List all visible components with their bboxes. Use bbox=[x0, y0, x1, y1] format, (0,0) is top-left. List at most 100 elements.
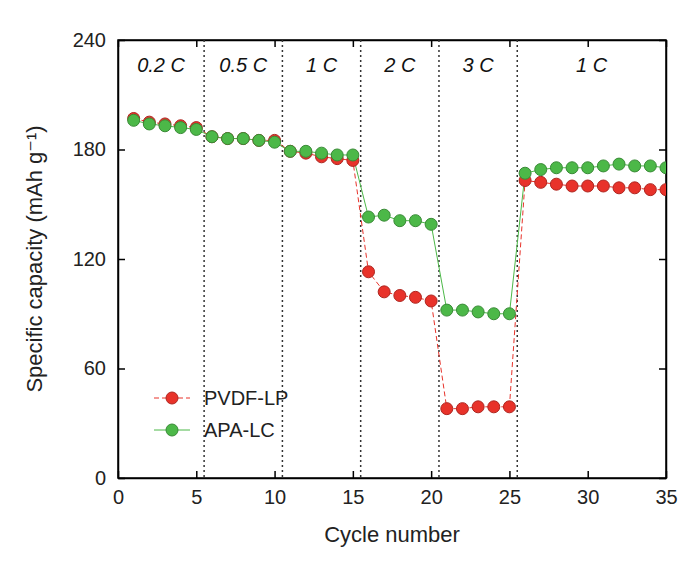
data-point bbox=[394, 215, 406, 227]
tick bbox=[275, 40, 276, 47]
legend-label: APA-LC bbox=[204, 419, 275, 441]
tick: 5 bbox=[191, 471, 202, 508]
rate-label: 1 C bbox=[576, 54, 608, 76]
data-point bbox=[503, 308, 515, 320]
tick-mark bbox=[118, 40, 125, 42]
tick-mark bbox=[274, 40, 276, 47]
data-point bbox=[566, 180, 578, 192]
data-point bbox=[613, 158, 625, 170]
data-point bbox=[128, 114, 140, 126]
tick bbox=[509, 40, 510, 47]
tick: 180 bbox=[73, 138, 125, 160]
tick: 30 bbox=[577, 471, 599, 508]
y-axis: 060120180240 bbox=[73, 29, 125, 489]
data-point bbox=[206, 131, 218, 143]
data-point bbox=[550, 178, 562, 190]
data-point bbox=[441, 403, 453, 415]
tick-label: 15 bbox=[342, 486, 364, 508]
rate-label: 3 C bbox=[463, 54, 495, 76]
tick-mark bbox=[196, 40, 198, 47]
tick-label: 180 bbox=[73, 138, 106, 160]
data-point bbox=[456, 403, 468, 415]
rate-label: 2 C bbox=[383, 54, 416, 76]
data-point bbox=[519, 167, 531, 179]
tick-mark bbox=[587, 471, 589, 478]
data-point bbox=[535, 176, 547, 188]
tick-mark bbox=[659, 149, 666, 151]
rate-label: 0.2 C bbox=[137, 54, 185, 76]
rate-separator bbox=[517, 40, 519, 478]
tick-label: 10 bbox=[264, 486, 286, 508]
tick-label: 240 bbox=[73, 29, 106, 51]
tick-mark bbox=[509, 40, 511, 47]
legend-marker bbox=[166, 392, 178, 404]
chart: 051015202530350601201802400.2 C0.5 C1 C2… bbox=[0, 0, 700, 580]
plot-frame bbox=[118, 40, 666, 478]
tick bbox=[431, 40, 432, 47]
data-point bbox=[660, 162, 666, 174]
data-point bbox=[472, 306, 484, 318]
tick-mark bbox=[118, 368, 125, 370]
tick bbox=[659, 369, 666, 370]
data-point bbox=[206, 131, 218, 143]
data-point bbox=[409, 215, 421, 227]
rate-label: 1 C bbox=[306, 54, 338, 76]
series-line bbox=[134, 120, 666, 313]
data-point bbox=[644, 160, 656, 172]
tick-label: 5 bbox=[191, 486, 202, 508]
data-point bbox=[331, 149, 343, 161]
data-point bbox=[582, 180, 594, 192]
tick-label: 0 bbox=[113, 486, 124, 508]
data-point bbox=[222, 133, 234, 145]
tick-mark bbox=[587, 40, 589, 47]
data-point bbox=[566, 162, 578, 174]
data-point bbox=[143, 118, 155, 130]
data-point bbox=[582, 162, 594, 174]
data-point bbox=[394, 290, 406, 302]
rate-separator bbox=[203, 40, 205, 478]
tick bbox=[659, 40, 666, 41]
series-line bbox=[134, 118, 666, 408]
data-point bbox=[363, 211, 375, 223]
data-point bbox=[175, 122, 187, 134]
x-axis-top bbox=[119, 40, 667, 47]
data-point bbox=[488, 401, 500, 413]
data-point bbox=[347, 149, 359, 161]
data-point bbox=[597, 180, 609, 192]
tick-mark bbox=[274, 471, 276, 478]
tick-mark bbox=[659, 40, 666, 42]
data-point bbox=[222, 133, 234, 145]
data-point bbox=[425, 218, 437, 230]
data-point bbox=[503, 401, 515, 413]
tick-mark bbox=[509, 471, 511, 478]
tick bbox=[659, 150, 666, 151]
data-point bbox=[425, 295, 437, 307]
tick-label: 35 bbox=[655, 486, 677, 508]
data-point bbox=[597, 160, 609, 172]
data-point bbox=[253, 134, 265, 146]
data-point bbox=[237, 133, 249, 145]
tick: 240 bbox=[73, 29, 125, 51]
data-area bbox=[128, 112, 666, 414]
data-point bbox=[488, 308, 500, 320]
data-point bbox=[237, 133, 249, 145]
data-point bbox=[316, 147, 328, 159]
legend-marker bbox=[166, 424, 178, 436]
y-axis-right bbox=[659, 41, 667, 479]
data-point bbox=[441, 304, 453, 316]
tick-label: 60 bbox=[84, 357, 106, 379]
tick-mark bbox=[353, 471, 355, 478]
tick bbox=[659, 259, 666, 260]
data-point bbox=[613, 182, 625, 194]
plot: 051015202530350601201802400.2 C0.5 C1 C2… bbox=[73, 29, 678, 508]
data-point bbox=[190, 123, 202, 135]
legend: PVDF-LPAPA-LC bbox=[154, 387, 288, 441]
tick bbox=[659, 478, 666, 479]
tick-mark bbox=[659, 478, 666, 480]
data-point bbox=[300, 145, 312, 157]
data-point bbox=[269, 136, 281, 148]
data-point bbox=[472, 401, 484, 413]
axis-line bbox=[119, 478, 667, 480]
y-axis-title: Specific capacity (mAh g⁻¹) bbox=[22, 125, 47, 392]
rate-separator bbox=[438, 40, 440, 478]
